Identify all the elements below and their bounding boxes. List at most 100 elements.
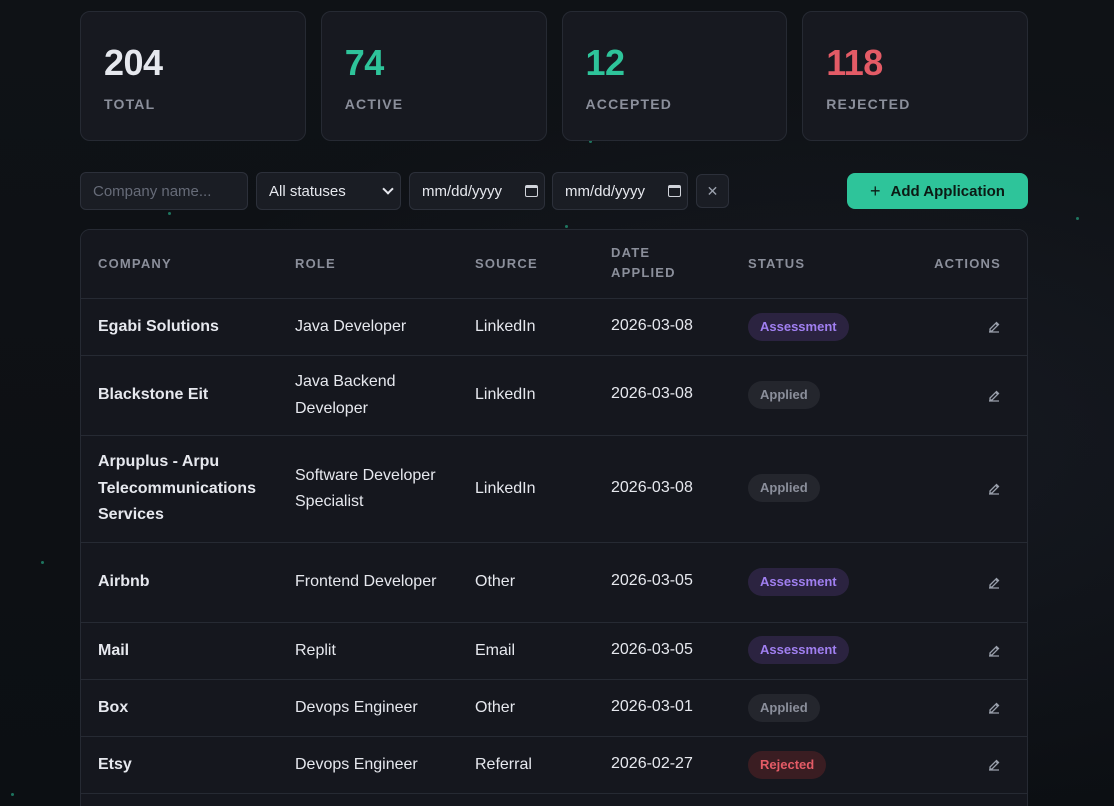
column-header-date-line2: APPLIED [611, 265, 676, 280]
column-header-status[interactable]: STATUS [748, 256, 806, 271]
cell-company: Airbnb [98, 573, 150, 591]
cell-status: Applied [748, 356, 888, 435]
cell-company: Mail [98, 641, 130, 659]
edit-icon[interactable] [987, 701, 1001, 715]
table-row[interactable]: Box Devops Engineer Other 2026-03-01 App… [81, 680, 1027, 737]
edit-icon[interactable] [987, 644, 1001, 658]
stat-total-label: TOTAL [104, 96, 156, 112]
filter-bar: Company name... All statuses mm/dd/yyyy … [80, 172, 1028, 210]
plus-icon: + [870, 181, 881, 201]
column-header-company[interactable]: COMPANY [98, 256, 172, 271]
cell-status: Assessment [748, 623, 888, 679]
stat-accepted-label: ACCEPTED [585, 96, 673, 112]
cell-role: Replit [295, 641, 336, 659]
cell-actions [985, 543, 1001, 622]
table-row[interactable]: Blackstone Eit Java Backend Developer Li… [81, 356, 1027, 436]
cell-actions [985, 299, 1001, 355]
cell-role: Devops Engineer [295, 755, 418, 773]
status-badge: Applied [748, 474, 820, 502]
column-header-role[interactable]: ROLE [295, 256, 336, 271]
cell-date: 2026-03-08 [611, 317, 693, 334]
cell-status: Assessment [748, 543, 888, 622]
edit-icon[interactable] [987, 389, 1001, 403]
background-particle [41, 561, 44, 564]
cell-date: 2026-02-27 [611, 755, 693, 772]
cell-role: Java Developer [295, 317, 407, 335]
cell-date: 2026-03-05 [611, 641, 693, 658]
background-particle [11, 793, 14, 796]
cell-actions [985, 623, 1001, 679]
cell-actions [985, 356, 1001, 435]
stat-card-active: 74 ACTIVE [320, 11, 547, 141]
date-to-input[interactable]: mm/dd/yyyy [552, 172, 688, 210]
stat-card-accepted: 12 ACCEPTED [561, 11, 788, 141]
column-header-source[interactable]: SOURCE [475, 256, 538, 271]
stat-rejected-label: REJECTED [826, 96, 911, 112]
status-select[interactable]: All statuses [256, 172, 401, 210]
status-badge: Assessment [748, 636, 849, 664]
calendar-icon[interactable] [525, 185, 538, 197]
table-header: COMPANY ROLE SOURCE DATE APPLIED STATUS … [81, 230, 1027, 299]
column-header-date[interactable]: DATE APPLIED [611, 243, 676, 283]
cell-role: Java Backend Developer [295, 373, 396, 417]
edit-icon[interactable] [987, 576, 1001, 590]
table-row[interactable]: Etsy Devops Engineer Referral 2026-02-27… [81, 737, 1027, 794]
stat-accepted-value: 12 [585, 42, 626, 83]
cell-status: Assessment [748, 299, 888, 355]
cell-source: LinkedIn [475, 386, 536, 404]
calendar-icon[interactable] [668, 185, 681, 197]
status-badge: Assessment [748, 568, 849, 596]
company-search-input[interactable]: Company name... [80, 172, 248, 210]
stat-total-value: 204 [104, 42, 163, 83]
stats-row: 204 TOTAL 74 ACTIVE 12 ACCEPTED 118 REJE… [80, 11, 1028, 141]
background-particle [168, 212, 171, 215]
cell-role: Frontend Developer [295, 573, 437, 591]
cell-role: Software Developer Specialist [295, 466, 436, 511]
add-application-button[interactable]: + Add Application [847, 173, 1028, 209]
status-badge: Assessment [748, 313, 849, 341]
cell-company: Egabi Solutions [98, 317, 219, 335]
table-row[interactable]: Arpuplus - Arpu Telecommunications Servi… [81, 436, 1027, 543]
table-row[interactable]: Airbnb Frontend Developer Other 2026-03-… [81, 543, 1027, 623]
cell-source: LinkedIn [475, 479, 536, 497]
cell-source: Other [475, 698, 516, 716]
cell-source: LinkedIn [475, 317, 536, 335]
stat-rejected-value: 118 [826, 42, 883, 83]
edit-icon[interactable] [987, 482, 1001, 496]
cell-source: Email [475, 641, 516, 659]
cell-actions [985, 436, 1001, 542]
status-select-value: All statuses [269, 182, 346, 200]
status-badge: Applied [748, 694, 820, 722]
edit-icon[interactable] [987, 758, 1001, 772]
date-from-input[interactable]: mm/dd/yyyy [409, 172, 545, 210]
background-particle [589, 140, 592, 143]
company-search-placeholder: Company name... [93, 182, 212, 200]
clear-filters-button[interactable]: ✕ [696, 174, 729, 208]
table-row[interactable]: Egabi Solutions Java Developer LinkedIn … [81, 299, 1027, 356]
edit-icon[interactable] [987, 320, 1001, 334]
cell-source: Referral [475, 755, 532, 773]
cell-actions [985, 737, 1001, 793]
cell-company: Blackstone Eit [98, 386, 209, 404]
cell-status: Applied [748, 436, 888, 542]
table-row[interactable]: Mail Replit Email 2026-03-05 Assessment [81, 623, 1027, 680]
cell-date: 2026-03-08 [611, 385, 693, 402]
column-header-date-line1: DATE [611, 245, 651, 260]
cell-date: 2026-03-08 [611, 479, 693, 496]
cell-company: Etsy [98, 755, 132, 773]
stat-active-value: 74 [344, 42, 385, 83]
add-application-label: Add Application [890, 182, 1005, 200]
cell-date: 2026-03-05 [611, 572, 693, 589]
cell-date: 2026-03-01 [611, 698, 693, 715]
date-from-placeholder: mm/dd/yyyy [422, 182, 503, 200]
cell-actions [985, 680, 1001, 736]
date-to-placeholder: mm/dd/yyyy [565, 182, 646, 200]
cell-company: Box [98, 698, 129, 716]
applications-table: COMPANY ROLE SOURCE DATE APPLIED STATUS … [80, 229, 1028, 806]
stat-active-label: ACTIVE [344, 96, 404, 112]
cell-role: Devops Engineer [295, 698, 418, 716]
stat-card-rejected: 118 REJECTED [802, 11, 1028, 141]
close-icon: ✕ [706, 182, 719, 199]
column-header-actions: ACTIONS [934, 256, 1001, 271]
cell-status: Rejected [748, 737, 888, 793]
